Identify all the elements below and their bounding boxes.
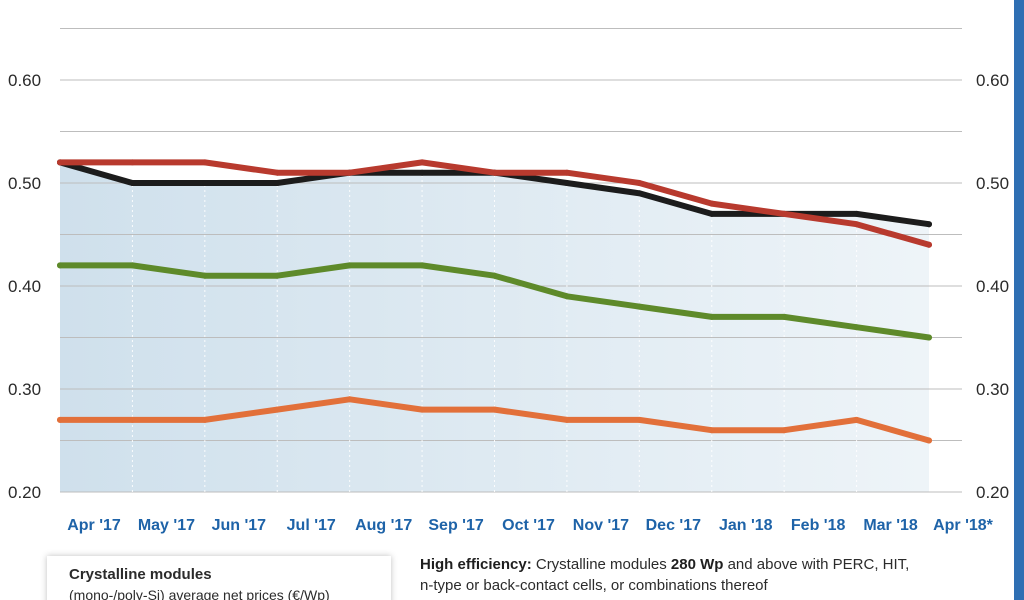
frame-accent-bar (1014, 0, 1024, 600)
y-tick-left: 0.50 (8, 174, 41, 193)
x-tick-label: Apr '17 (67, 517, 121, 534)
x-tick-label: Dec '17 (646, 517, 702, 534)
series-point-3 (57, 416, 63, 423)
legend-box: Crystalline modules (mono-/poly-Si) aver… (47, 556, 391, 600)
series-point-1 (853, 221, 860, 228)
x-tick-label: Jan '18 (719, 517, 773, 534)
note-bold-label: High efficiency: (420, 556, 532, 573)
y-tick-left: 0.40 (8, 277, 41, 296)
series-point-1 (781, 210, 788, 217)
y-tick-right: 0.40 (976, 277, 1009, 296)
y-tick-right: 0.50 (976, 174, 1009, 193)
x-tick-label: Mar '18 (863, 517, 918, 534)
series-point-1 (563, 169, 570, 176)
legend-subtitle: (mono-/poly-Si) average net prices (€/Wp… (69, 587, 330, 600)
series-point-0 (636, 190, 643, 197)
series-point-3 (346, 396, 353, 403)
series-point-3 (926, 437, 932, 444)
series-point-3 (636, 416, 643, 423)
series-lines (57, 159, 932, 444)
series-point-3 (419, 406, 426, 413)
x-tick-label: Jul '17 (287, 517, 336, 534)
series-point-1 (491, 169, 498, 176)
series-point-3 (708, 427, 715, 434)
series-point-2 (708, 313, 715, 320)
series-point-1 (57, 159, 63, 166)
series-point-2 (781, 313, 788, 320)
series-point-2 (853, 324, 860, 331)
series-point-2 (274, 272, 281, 279)
series-point-2 (57, 262, 63, 269)
series-point-1 (129, 159, 136, 166)
x-tick-label: Apr '18* (933, 517, 994, 534)
series-point-1 (201, 159, 208, 166)
series-point-0 (853, 210, 860, 217)
series-point-3 (201, 416, 208, 423)
series-point-3 (491, 406, 498, 413)
legend-title: Crystalline modules (69, 566, 212, 583)
x-tick-label: Sep '17 (428, 517, 483, 534)
series-point-0 (129, 180, 136, 186)
note-text-mid: Crystalline modules (531, 556, 671, 573)
y-tick-left: 0.60 (8, 71, 41, 90)
series-point-3 (781, 427, 788, 434)
series-point-2 (419, 262, 426, 269)
note-bold-wattage: 280 Wp (670, 556, 724, 573)
y-tick-labels: 0.20 0.20 0.30 0.30 0.40 0.40 0.50 0.50 0.60 0.60 (8, 71, 1009, 502)
series-point-0 (563, 180, 570, 186)
series-point-2 (926, 334, 932, 341)
series-point-2 (563, 293, 570, 300)
gridlines (60, 28, 962, 493)
y-tick-right: 0.30 (976, 380, 1009, 399)
high-efficiency-note: High efficiency: Crystalline modules 280… (420, 554, 980, 596)
series-point-1 (636, 180, 643, 186)
y-tick-right: 0.60 (976, 71, 1009, 90)
series-point-2 (346, 262, 353, 269)
series-point-1 (926, 241, 932, 248)
x-tick-label: Feb '18 (791, 517, 846, 534)
series-point-0 (201, 180, 208, 186)
series-point-2 (491, 272, 498, 279)
x-tick-label: Aug '17 (355, 517, 412, 534)
series-point-1 (708, 200, 715, 207)
series-point-0 (419, 169, 426, 176)
series-point-3 (129, 416, 136, 423)
x-tick-label: Nov '17 (573, 517, 629, 534)
y-tick-left: 0.30 (8, 380, 41, 399)
series-point-1 (419, 159, 426, 166)
x-tick-labels: Apr '17 May '17 Jun '17 Jul '17 Aug '17 Sep '… (67, 517, 993, 534)
series-point-1 (274, 169, 281, 176)
series-point-2 (636, 303, 643, 310)
series-point-3 (563, 416, 570, 423)
y-tick-right: 0.20 (976, 483, 1009, 502)
note-text-rest: and above with PERC, HIT, (723, 556, 910, 573)
series-point-1 (346, 169, 353, 176)
note-text-line2: n-type or back-contact cells, or combina… (420, 577, 768, 594)
y-tick-left: 0.20 (8, 483, 41, 502)
series-point-2 (201, 272, 208, 279)
series-point-3 (853, 416, 860, 423)
x-tick-label: Jun '17 (212, 517, 267, 534)
series-point-3 (274, 406, 281, 413)
x-tick-label: Oct '17 (502, 517, 555, 534)
series-point-0 (926, 221, 932, 228)
x-tick-label: May '17 (138, 517, 195, 534)
series-point-2 (129, 262, 136, 269)
series-point-0 (274, 180, 281, 186)
series-point-0 (708, 210, 715, 217)
